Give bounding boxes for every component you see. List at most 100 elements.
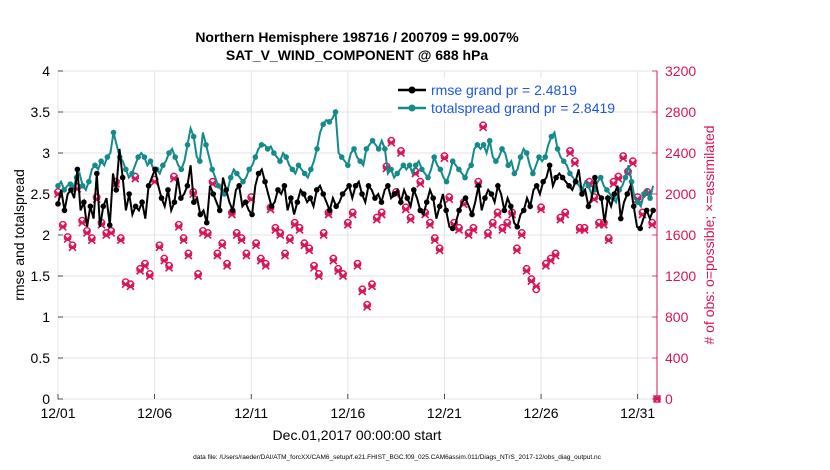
obs-possible-point (397, 147, 405, 155)
rmse-point (417, 207, 424, 214)
totalspread-point (449, 158, 456, 164)
obs-possible-point (223, 259, 231, 268)
obs-possible-point (218, 239, 227, 248)
obs-possible-point (295, 223, 304, 232)
rmse-point (423, 199, 430, 205)
obs-possible-point (256, 254, 265, 263)
rmse-point (191, 199, 197, 205)
rmse-point (436, 203, 443, 210)
obs-possible-point (165, 261, 174, 270)
totalspread-point (400, 162, 407, 169)
x-axis-label: Dec.01,2017 00:00:00 start (273, 427, 442, 443)
obs-possible-point (614, 172, 623, 181)
rmse-point (236, 183, 242, 189)
rmse-point (210, 191, 217, 197)
rmse-point (249, 211, 255, 218)
obs-possible-point (363, 300, 372, 309)
obs-possible-point (160, 254, 169, 263)
obs-possible-point (648, 218, 657, 227)
totalspread-point (215, 183, 222, 189)
obs-possible-point (570, 157, 579, 166)
obs-assimilated-point (570, 159, 579, 168)
rmse-point (372, 195, 378, 201)
obs-assimilated-point (532, 282, 541, 291)
obs-possible-point (440, 152, 449, 160)
rmse-point (113, 187, 120, 193)
totalspread-point (357, 158, 363, 164)
rmse-point (184, 183, 191, 189)
legend-spread-marker (408, 104, 416, 112)
obs-possible-point (619, 152, 628, 160)
totalspread-point (597, 174, 604, 181)
rmse-point (178, 195, 184, 201)
y-right-tick-label: 800 (665, 309, 689, 325)
obs-possible-point (372, 213, 381, 222)
totalspread-point (332, 109, 339, 115)
obs-assimilated-point (363, 302, 372, 311)
obs-assimilated-point (251, 241, 261, 250)
rmse-point (611, 191, 618, 197)
obs-assimilated-point (522, 266, 531, 275)
x-tick-label: 12/26 (524, 405, 559, 421)
rmse-point (320, 191, 327, 197)
obs-possible-point (339, 270, 347, 278)
obs-assimilated-point (319, 230, 328, 240)
obs-possible-point (541, 259, 550, 268)
rmse-point (346, 183, 352, 189)
obs-possible-point (252, 239, 260, 248)
totalspread-point (517, 154, 524, 160)
obs-possible-point (329, 254, 338, 263)
rmse-point (488, 191, 495, 197)
rmse-point (650, 207, 656, 214)
rmse-point (359, 191, 365, 197)
obs-assimilated-point (565, 148, 575, 158)
rmse-point (165, 187, 171, 193)
legend-rmse-label: rmse grand pr = 2.4819 (431, 82, 577, 98)
obs-possible-point (305, 244, 314, 253)
obs-assimilated-point (203, 230, 212, 240)
rmse-point (61, 207, 68, 214)
obs-possible-point (179, 234, 188, 242)
rmse-point (365, 183, 372, 189)
obs-assimilated-point (285, 236, 294, 245)
rmse-point (630, 203, 637, 210)
x-tick-label: 12/01 (40, 405, 75, 421)
obs-possible-point (435, 244, 444, 253)
obs-possible-point (493, 208, 502, 217)
rmse-point (508, 203, 514, 210)
rmse-point (301, 191, 307, 197)
obs-possible-point (145, 270, 154, 278)
obs-possible-point (484, 229, 492, 237)
totalspread-point (388, 166, 394, 173)
obs-assimilated-point (309, 263, 319, 272)
obs-possible-point (199, 226, 207, 235)
totalspread-point (468, 162, 475, 169)
obs-assimilated-point (377, 210, 386, 219)
obs-assimilated-point (425, 220, 435, 229)
totalspread-point (425, 174, 431, 181)
totalspread-point (474, 142, 481, 148)
rmse-point (553, 174, 559, 181)
obs-possible-point (426, 218, 434, 227)
totalspread-point (104, 154, 111, 160)
obs-assimilated-point (619, 154, 628, 163)
obs-assimilated-point (648, 220, 657, 229)
obs-possible-point (513, 244, 521, 253)
rmse-point (385, 183, 391, 189)
totalspread-point (369, 137, 376, 144)
obs-possible-point (314, 270, 323, 278)
obs-assimilated-point (184, 251, 193, 260)
obs-possible-point (136, 264, 145, 273)
rmse-point (469, 211, 475, 218)
totalspread-point (462, 174, 468, 181)
totalspread-point (234, 170, 240, 177)
obs-possible-point (281, 249, 289, 258)
obs-possible-point (276, 229, 285, 237)
totalspread-point (406, 162, 413, 169)
totalspread-point (129, 170, 135, 177)
rmse-point (585, 203, 592, 210)
rmse-point (398, 199, 404, 205)
totalspread-point (604, 187, 610, 193)
totalspread-point (86, 178, 92, 185)
obs-assimilated-point (126, 282, 135, 291)
